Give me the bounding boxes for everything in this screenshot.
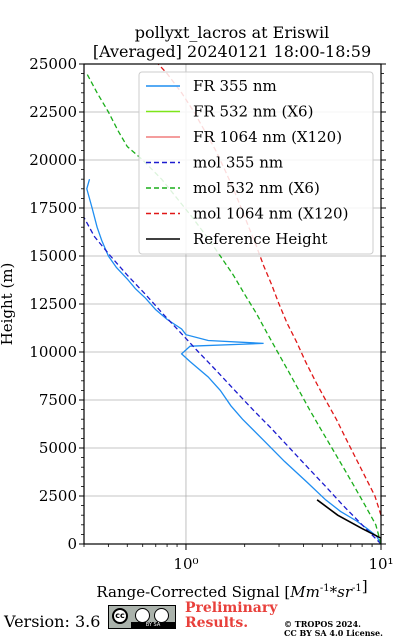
y-axis-label: Height (m): [0, 263, 16, 346]
series-line-mol-532-nm-x6-: [86, 73, 382, 545]
series-line-reference-height: [316, 499, 382, 539]
footer: Version: 3.6 cc BY SA Preliminary Result…: [0, 600, 400, 640]
prelim-line-1: Preliminary: [185, 600, 278, 616]
legend-box: [138, 71, 374, 255]
prelim-line-2: Results.: [185, 615, 249, 631]
cc-by-icon: [135, 608, 150, 623]
cc-license-badge: cc BY SA: [108, 605, 176, 629]
version-label: Version: 3.6: [4, 612, 101, 631]
cc-icon: cc: [112, 608, 128, 624]
legend-label: FR 355 nm: [193, 77, 277, 95]
y-tick-label: 12500: [29, 295, 77, 313]
legend-label: mol 1064 nm (X120): [193, 205, 348, 223]
x-axis-label: Range-Corrected Signal [Mm-1*sr-1]: [96, 577, 367, 600]
copyright-line-2: CC BY SA 4.0 License.: [284, 628, 383, 638]
copyright-line-1: © TROPOS 2024.: [284, 619, 361, 629]
y-tick-label: 5000: [39, 439, 77, 457]
y-tick-label: 0: [67, 535, 77, 553]
series-line-mol-1064-nm-x120-: [157, 63, 382, 516]
plot-frame: [83, 63, 382, 545]
chart-title: pollyxt_lacros at Eriswil: [135, 23, 329, 42]
y-tick-label: 17500: [29, 199, 77, 217]
y-tick-label: 7500: [39, 391, 77, 409]
y-tick-label: 2500: [39, 487, 77, 505]
copyright-note: © TROPOS 2024. CC BY SA 4.0 License.: [284, 620, 383, 638]
chart-subtitle: [Averaged] 20240121 18:00-18:59: [93, 42, 371, 61]
legend-label: mol 532 nm (X6): [193, 179, 320, 197]
x-tick-label: 10⁰: [173, 555, 198, 573]
y-tick-label: 25000: [29, 55, 77, 73]
y-tick-label: 10000: [29, 343, 77, 361]
y-tick-label: 20000: [29, 151, 77, 169]
cc-strip-text: BY SA: [131, 622, 175, 628]
y-tick-label: 22500: [29, 103, 77, 121]
series-line-mol-355-nm: [83, 217, 382, 545]
series-lines: [83, 63, 382, 545]
preliminary-results-note: Preliminary Results.: [185, 601, 277, 631]
x-tick-label: 10¹: [368, 555, 393, 573]
legend: FR 355 nm FR 532 nm (X6) FR 1064 nm (X120)…: [138, 71, 374, 255]
legend-label: FR 532 nm (X6): [193, 103, 313, 121]
legend-label: Reference Height: [193, 230, 327, 248]
ticks: 0 2500 5000 7500 10000 12500 15000 17500 20000 22…: [29, 55, 393, 573]
series-line-fr-355-nm: [86, 179, 382, 545]
y-tick-label: 15000: [29, 247, 77, 265]
legend-label: mol 355 nm: [193, 154, 283, 172]
cc-sa-icon: [154, 608, 169, 623]
lidar-profile-chart: pollyxt_lacros at Eriswil [Averaged] 202…: [0, 23, 394, 600]
legend-label: FR 1064 nm (X120): [193, 128, 342, 146]
